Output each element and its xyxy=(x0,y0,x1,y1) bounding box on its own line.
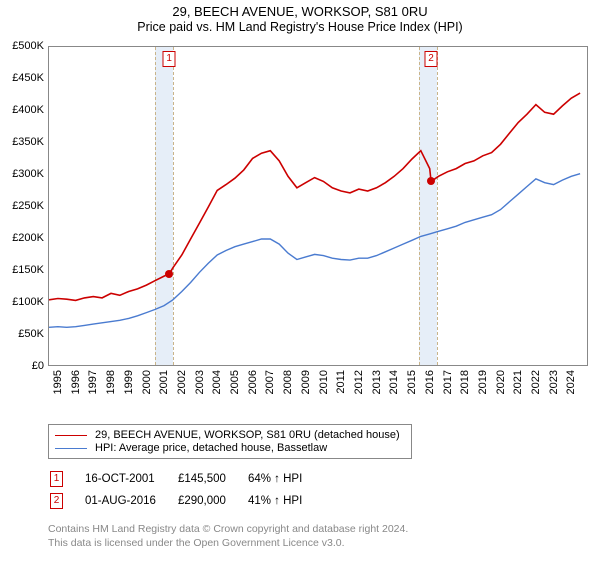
y-tick-label: £150K xyxy=(0,264,44,276)
series-line xyxy=(49,174,580,328)
table-row: 2 01-AUG-2016£290,00041% ↑ HPI xyxy=(50,491,322,511)
x-tick-label: 1999 xyxy=(123,370,135,394)
sale-marker-dot xyxy=(165,270,173,278)
x-tick-label: 2003 xyxy=(194,370,206,394)
y-tick-label: £350K xyxy=(0,136,44,148)
series-line xyxy=(49,93,580,300)
legend-swatch xyxy=(55,435,87,436)
chart: 12 £0£50K£100K£150K£200K£250K£300K£350K£… xyxy=(0,40,600,420)
legend: 29, BEECH AVENUE, WORKSOP, S81 0RU (deta… xyxy=(48,424,412,459)
y-tick-label: £200K xyxy=(0,232,44,244)
legend-item: HPI: Average price, detached house, Bass… xyxy=(55,442,405,454)
y-tick-label: £500K xyxy=(0,40,44,52)
sale-marker-box: 2 xyxy=(425,51,438,67)
x-tick-label: 2015 xyxy=(406,370,418,394)
x-tick-label: 2016 xyxy=(424,370,436,394)
x-tick-label: 2024 xyxy=(565,370,577,394)
x-tick-label: 2018 xyxy=(459,370,471,394)
sale-price: £290,000 xyxy=(178,491,246,511)
sale-marker-box: 2 xyxy=(50,493,63,509)
y-tick-label: £100K xyxy=(0,296,44,308)
sale-marker-box: 1 xyxy=(50,471,63,487)
footer-line1: Contains HM Land Registry data © Crown c… xyxy=(48,523,600,537)
x-tick-label: 2005 xyxy=(229,370,241,394)
y-tick-label: £0 xyxy=(0,360,44,372)
page-subtitle: Price paid vs. HM Land Registry's House … xyxy=(0,20,600,34)
x-tick-label: 2021 xyxy=(512,370,524,394)
sale-vs-hpi: 41% ↑ HPI xyxy=(248,491,322,511)
x-tick-label: 2014 xyxy=(388,370,400,394)
plot-area: 12 xyxy=(48,46,588,366)
x-tick-label: 2020 xyxy=(495,370,507,394)
x-tick-label: 2010 xyxy=(318,370,330,394)
x-tick-label: 2019 xyxy=(477,370,489,394)
y-tick-label: £250K xyxy=(0,200,44,212)
legend-label: HPI: Average price, detached house, Bass… xyxy=(95,442,327,454)
x-tick-label: 1997 xyxy=(87,370,99,394)
legend-swatch xyxy=(55,448,87,449)
x-tick-label: 2004 xyxy=(211,370,223,394)
x-tick-label: 2000 xyxy=(141,370,153,394)
x-tick-label: 2008 xyxy=(282,370,294,394)
chart-lines xyxy=(49,47,589,367)
y-tick-label: £400K xyxy=(0,104,44,116)
sale-marker-box: 1 xyxy=(163,51,176,67)
sale-date: 01-AUG-2016 xyxy=(85,491,176,511)
y-tick-label: £50K xyxy=(0,328,44,340)
x-tick-label: 2006 xyxy=(247,370,259,394)
x-tick-label: 1996 xyxy=(70,370,82,394)
x-tick-label: 1998 xyxy=(105,370,117,394)
sale-vs-hpi: 64% ↑ HPI xyxy=(248,469,322,489)
sale-date: 16-OCT-2001 xyxy=(85,469,176,489)
page-title: 29, BEECH AVENUE, WORKSOP, S81 0RU xyxy=(0,4,600,19)
x-tick-label: 2002 xyxy=(176,370,188,394)
x-tick-label: 1995 xyxy=(52,370,64,394)
x-tick-label: 2007 xyxy=(264,370,276,394)
table-row: 1 16-OCT-2001£145,50064% ↑ HPI xyxy=(50,469,322,489)
y-tick-label: £450K xyxy=(0,72,44,84)
x-tick-label: 2001 xyxy=(158,370,170,394)
footer: Contains HM Land Registry data © Crown c… xyxy=(48,523,600,550)
sale-price: £145,500 xyxy=(178,469,246,489)
x-tick-label: 2013 xyxy=(371,370,383,394)
legend-item: 29, BEECH AVENUE, WORKSOP, S81 0RU (deta… xyxy=(55,429,405,441)
x-tick-label: 2022 xyxy=(530,370,542,394)
sales-table: 1 16-OCT-2001£145,50064% ↑ HPI 2 01-AUG-201… xyxy=(48,467,324,513)
sale-marker-dot xyxy=(427,177,435,185)
x-tick-label: 2009 xyxy=(300,370,312,394)
x-tick-label: 2023 xyxy=(548,370,560,394)
footer-line2: This data is licensed under the Open Gov… xyxy=(48,537,600,551)
y-tick-label: £300K xyxy=(0,168,44,180)
legend-label: 29, BEECH AVENUE, WORKSOP, S81 0RU (deta… xyxy=(95,429,400,441)
x-tick-label: 2017 xyxy=(442,370,454,394)
x-tick-label: 2012 xyxy=(353,370,365,394)
x-tick-label: 2011 xyxy=(335,370,347,394)
